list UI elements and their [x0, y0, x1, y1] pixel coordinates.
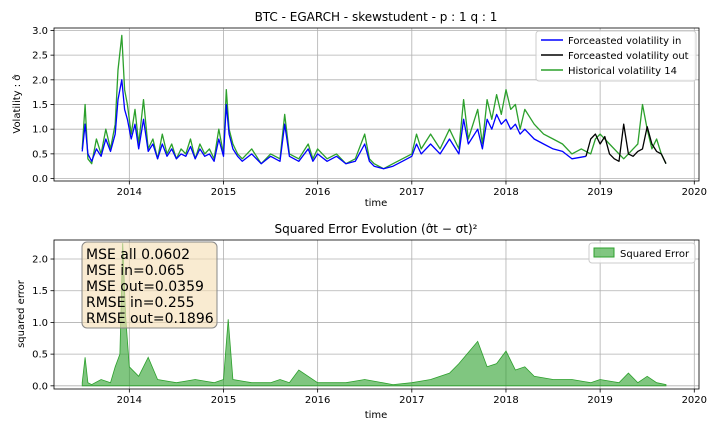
volatility-chart-title: BTC - EGARCH - skewstudent - p : 1 q : 1: [255, 10, 498, 24]
volatility-ytick-label: 0.5: [32, 149, 48, 160]
squared-error-chart-frame: [53, 239, 700, 390]
squared-error-xtick-label: 2017: [399, 395, 424, 406]
stats-mse-in: MSE in=0.065: [86, 263, 185, 279]
legend-swatch-squared-error: [593, 247, 615, 258]
volatility-ytick-label: 3.0: [32, 26, 48, 37]
squared-error-ytick-label: 1.5: [32, 286, 48, 297]
stats-rmse-in: RMSE in=0.255: [86, 295, 195, 311]
squared-error-ytick-label: 0.5: [32, 350, 48, 361]
volatility-xtick-label: 2019: [587, 187, 612, 198]
squared-error-chart-xlabel: time: [365, 410, 388, 421]
squared-error-ytick-label: 0.0: [32, 381, 48, 392]
squared-error-xtick-label: 2016: [305, 395, 330, 406]
volatility-chart: BTC - EGARCH - skewstudent - p : 1 q : 1…: [11, 10, 707, 209]
squared-error-chart-ticks: 2014 2015 2016 2017 2018 2019 2020 0.0 0.5 1.0 1.5…: [32, 255, 707, 406]
squared-error-xtick-label: 2018: [493, 395, 518, 406]
volatility-chart-legend: Forceasted volatility in Forceasted vola…: [535, 30, 697, 82]
series-forceasted-volatility-in: [81, 79, 587, 170]
volatility-xtick-label: 2016: [305, 187, 330, 198]
squared-error-chart-ylabel: squared error: [16, 279, 27, 348]
volatility-ytick-label: 1.5: [32, 100, 48, 111]
squared-error-chart-title: Squared Error Evolution (σ̂t − σt)²: [275, 222, 478, 236]
volatility-ytick-label: 1.0: [32, 125, 48, 136]
series-forceasted-volatility-out: [585, 123, 667, 164]
legend-label-forecast-in: Forceasted volatility in: [568, 36, 681, 47]
volatility-xtick-label: 2015: [211, 187, 236, 198]
volatility-chart-ticks: 2014 2015 2016 2017 2018 2019 2020 0.0 0.5 1.0 1.5…: [32, 26, 707, 198]
volatility-xtick-label: 2017: [399, 187, 424, 198]
volatility-chart-ylabel: Volatility : σ̂: [11, 74, 23, 134]
legend-label-forecast-out: Forceasted volatility out: [568, 51, 689, 62]
squared-error-ytick-label: 1.0: [32, 318, 48, 329]
volatility-ytick-label: 0.0: [32, 174, 48, 185]
volatility-xtick-label: 2014: [117, 187, 142, 198]
squared-error-xtick-label: 2019: [587, 395, 612, 406]
stats-mse-all: MSE all 0.0602: [86, 247, 190, 263]
squared-error-chart-legend: Squared Error: [588, 242, 696, 264]
legend-label-historical: Historical volatility 14: [568, 66, 677, 77]
squared-error-ytick-label: 2.0: [32, 255, 48, 266]
volatility-ytick-label: 2.0: [32, 75, 48, 86]
volatility-chart-xlabel: time: [365, 198, 388, 209]
squared-error-xtick-label: 2020: [682, 395, 707, 406]
squared-error-xtick-label: 2014: [117, 395, 142, 406]
volatility-xtick-label: 2018: [493, 187, 518, 198]
legend-label-squared-error: Squared Error: [620, 249, 690, 260]
stats-box-background: [81, 241, 218, 329]
squared-error-xtick-label: 2015: [211, 395, 236, 406]
squared-error-chart: Squared Error Evolution (σ̂t − σt)² 2014…: [16, 222, 707, 421]
stats-box: MSE all 0.0602 MSE in=0.065 MSE out=0.03…: [81, 241, 218, 329]
stats-mse-out: MSE out=0.0359: [86, 279, 204, 295]
volatility-ytick-label: 2.5: [32, 51, 48, 62]
volatility-legend-box: [535, 30, 697, 82]
volatility-chart-series: [81, 34, 667, 170]
squared-error-legend-box: [588, 242, 696, 264]
series-historical-volatility-14: [81, 34, 667, 170]
stats-rmse-out: RMSE out=0.1896: [86, 311, 214, 327]
volatility-xtick-label: 2020: [682, 187, 707, 198]
